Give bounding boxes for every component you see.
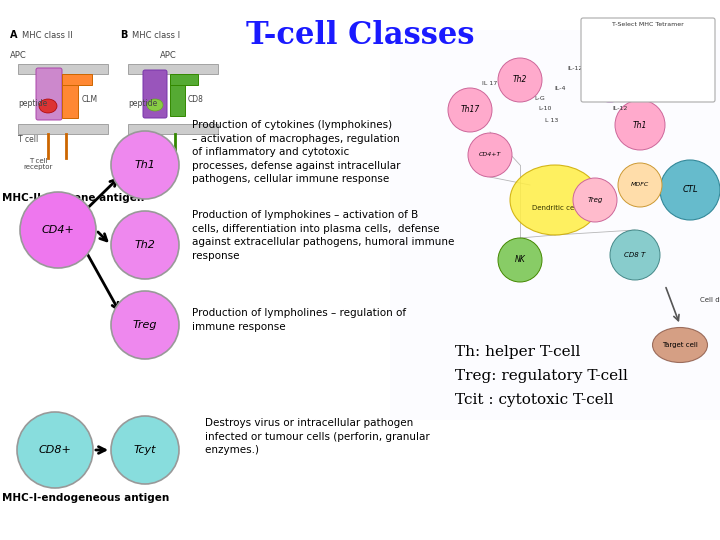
Text: T cell: T cell (128, 135, 148, 144)
Text: Target cell: Target cell (662, 342, 698, 348)
FancyBboxPatch shape (581, 18, 715, 102)
Circle shape (111, 211, 179, 279)
Bar (128, 64, 218, 74)
Circle shape (448, 88, 492, 132)
Text: peptide: peptide (128, 98, 157, 107)
Text: Production of cytokines (lymphokines)
– activation of macrophages, regulation
of: Production of cytokines (lymphokines) – … (192, 120, 400, 184)
Text: B: B (120, 30, 127, 40)
Text: IL-12: IL-12 (612, 106, 628, 111)
Text: Cell death: Cell death (700, 297, 720, 303)
Text: CD8+: CD8+ (39, 445, 71, 455)
Text: APC: APC (160, 51, 176, 60)
Text: A: A (10, 30, 17, 40)
Text: CD8: CD8 (188, 96, 204, 105)
Text: T cell
receptor: T cell receptor (140, 158, 170, 171)
Text: T-Select MHC Tetramer: T-Select MHC Tetramer (612, 22, 684, 27)
Ellipse shape (652, 327, 708, 362)
Text: Treg: Treg (132, 320, 157, 330)
Bar (18, 124, 108, 134)
Text: Dendritic cell: Dendritic cell (532, 205, 578, 211)
Text: T cell: T cell (18, 135, 38, 144)
Text: Th2: Th2 (135, 240, 156, 250)
Text: CD8 T: CD8 T (624, 252, 646, 258)
Circle shape (618, 163, 662, 207)
Ellipse shape (510, 165, 600, 235)
Bar (170, 74, 198, 85)
Circle shape (498, 58, 542, 102)
Text: Th2: Th2 (513, 76, 527, 84)
Text: MDFC: MDFC (631, 183, 649, 187)
Text: Tcyt: Tcyt (134, 445, 156, 455)
Text: Th1: Th1 (135, 160, 156, 170)
Text: T-cell Classes: T-cell Classes (246, 20, 474, 51)
Text: L-G: L-G (535, 96, 545, 101)
Bar (62, 74, 78, 118)
Text: APC: APC (10, 51, 27, 60)
Text: Production of lympholines – regulation of
immune response: Production of lympholines – regulation o… (192, 308, 406, 332)
Text: CTL: CTL (682, 186, 698, 194)
Bar (18, 64, 108, 74)
Text: MHC-II-exogene antigen: MHC-II-exogene antigen (2, 193, 144, 203)
FancyBboxPatch shape (143, 70, 167, 118)
Circle shape (468, 133, 512, 177)
Circle shape (111, 131, 179, 199)
Ellipse shape (147, 99, 163, 111)
FancyBboxPatch shape (36, 68, 62, 120)
Text: L-10: L-10 (539, 106, 552, 111)
Ellipse shape (39, 99, 57, 113)
Circle shape (610, 230, 660, 280)
Text: L 13: L 13 (545, 118, 559, 123)
Text: B cell: B cell (600, 77, 620, 83)
Text: Destroys virus or intracellular pathogen
    infected or tumour cells (perforin,: Destroys virus or intracellular pathogen… (192, 418, 430, 455)
Circle shape (498, 238, 542, 282)
Circle shape (588, 58, 632, 102)
Bar (390, 30, 720, 420)
Text: Th: helper T-cell
Treg: regulatory T-cell
Tcit : cytotoxic T-cell: Th: helper T-cell Treg: regulatory T-cel… (455, 345, 628, 407)
Text: MHC class I: MHC class I (132, 31, 180, 40)
Text: CD4+T: CD4+T (479, 152, 501, 158)
Bar (170, 76, 185, 116)
Text: NK: NK (515, 255, 526, 265)
Circle shape (615, 100, 665, 150)
Bar (62, 74, 92, 85)
Text: Production of lymphokines – activation of B
cells, differentiation into plasma c: Production of lymphokines – activation o… (192, 210, 454, 261)
Text: IL 17: IL 17 (482, 81, 498, 86)
Text: IL-12: IL-12 (567, 66, 582, 71)
Text: peptide: peptide (18, 98, 48, 107)
Text: MHC class II: MHC class II (22, 31, 73, 40)
Circle shape (17, 412, 93, 488)
Text: Th17: Th17 (460, 105, 480, 114)
Text: MHC-I-endogeneous antigen: MHC-I-endogeneous antigen (2, 493, 169, 503)
Text: Th1: Th1 (633, 120, 647, 130)
Circle shape (111, 291, 179, 359)
Text: CD4+: CD4+ (42, 225, 74, 235)
Bar (128, 124, 218, 134)
Circle shape (660, 160, 720, 220)
Circle shape (20, 192, 96, 268)
Text: IL-4: IL-4 (554, 86, 566, 91)
Text: Treg: Treg (588, 197, 603, 203)
Circle shape (111, 416, 179, 484)
Text: T cell
receptor: T cell receptor (23, 158, 53, 171)
Text: CLM: CLM (82, 96, 98, 105)
Circle shape (573, 178, 617, 222)
